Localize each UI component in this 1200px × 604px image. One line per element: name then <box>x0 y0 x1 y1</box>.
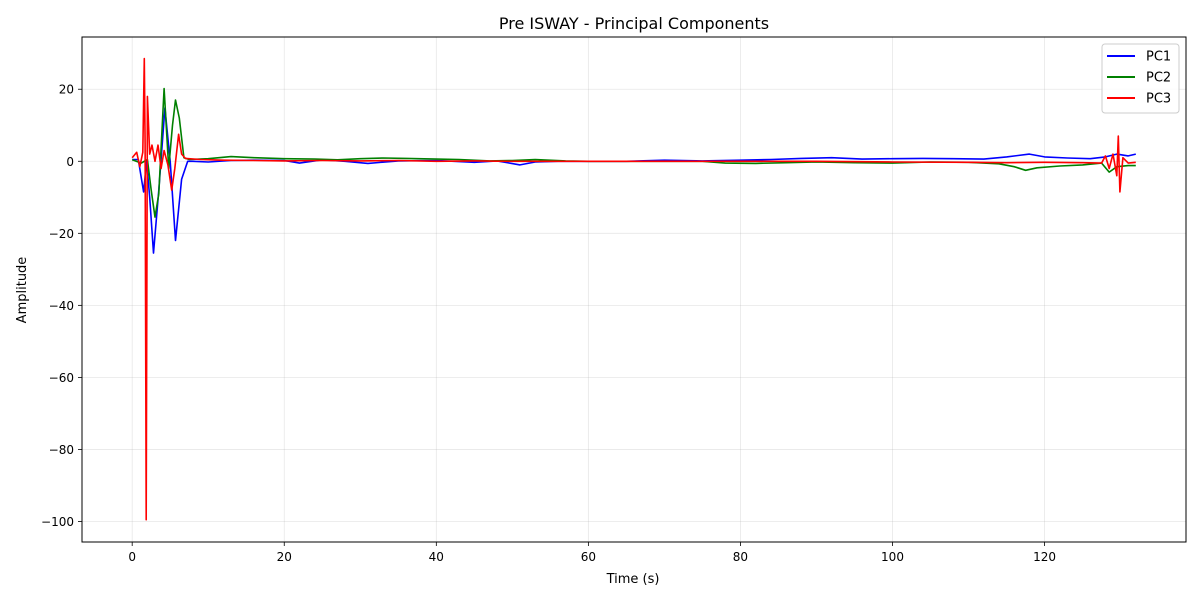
x-tick-label: 60 <box>581 550 596 564</box>
x-tick-label: 20 <box>277 550 292 564</box>
y-tick-label: 20 <box>59 83 74 97</box>
y-tick-label: −100 <box>41 515 74 529</box>
chart-title: Pre ISWAY - Principal Components <box>499 14 769 33</box>
legend-entries: PC1 PC2 PC3 <box>1107 50 1171 107</box>
grid <box>82 37 1186 542</box>
series-line-pc3 <box>131 57 1136 521</box>
plot-frame <box>81 36 1187 543</box>
legend-box <box>1101 43 1180 114</box>
x-tick-label: 80 <box>733 550 748 564</box>
legend: PC1 PC2 PC3 <box>1101 43 1180 114</box>
x-axis-label: Time (s) <box>606 572 660 587</box>
x-tick-label: 100 <box>881 550 904 564</box>
legend-label-pc2: PC2 <box>1146 71 1171 86</box>
y-tick-label: −40 <box>49 299 74 313</box>
x-tick-label: 120 <box>1033 550 1056 564</box>
x-tick-label: 40 <box>429 550 444 564</box>
y-tick-label: −60 <box>49 371 74 385</box>
y-axis-label: Amplitude <box>15 257 30 324</box>
y-tick-label: −20 <box>49 227 74 241</box>
y-tick-label: 0 <box>66 155 74 169</box>
y-tick-label: −80 <box>49 443 74 457</box>
series-lines <box>131 57 1136 521</box>
x-tick-label: 0 <box>128 550 136 564</box>
legend-label-pc1: PC1 <box>1146 50 1171 65</box>
legend-label-pc3: PC3 <box>1146 92 1171 107</box>
axis-ticks: 0 20 40 60 80 100 120 20 0 −20 −40 −60 −80 −100 <box>41 83 1056 564</box>
series-line-pc1 <box>132 107 1136 254</box>
